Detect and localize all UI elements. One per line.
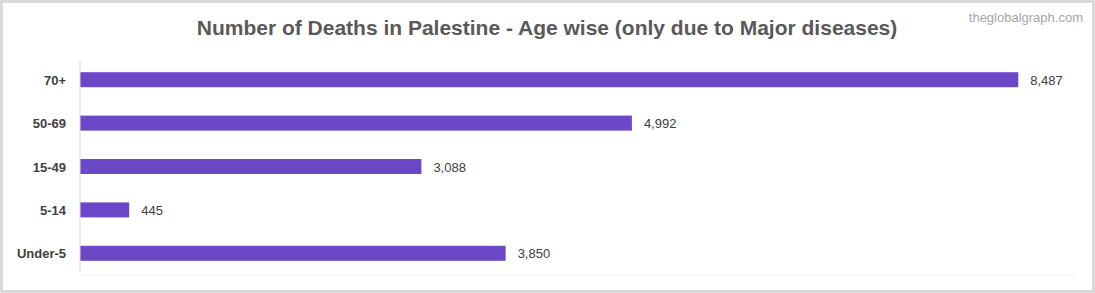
y-axis-line bbox=[80, 61, 81, 272]
data-label: 3,088 bbox=[433, 160, 466, 175]
chart-container: Number of Deaths in Palestine - Age wise… bbox=[0, 0, 1095, 293]
data-label: 445 bbox=[141, 203, 163, 218]
data-label: 4,992 bbox=[644, 116, 677, 131]
category-label: 50-69 bbox=[33, 116, 66, 131]
data-label: 8,487 bbox=[1030, 73, 1063, 88]
bar bbox=[80, 72, 1018, 87]
data-label: 3,850 bbox=[518, 246, 551, 261]
bar bbox=[80, 202, 129, 217]
category-label: 15-49 bbox=[33, 160, 66, 175]
category-label: 5-14 bbox=[40, 203, 67, 218]
category-label: Under-5 bbox=[17, 246, 66, 261]
bar bbox=[80, 116, 632, 131]
x-range-line bbox=[80, 275, 1075, 276]
watermark: theglobalgraph.com bbox=[969, 10, 1083, 25]
category-label: 70+ bbox=[44, 73, 66, 88]
chart-svg: Number of Deaths in Palestine - Age wise… bbox=[0, 0, 1095, 293]
bar bbox=[80, 159, 421, 174]
title: Number of Deaths in Palestine - Age wise… bbox=[197, 16, 898, 39]
bars bbox=[80, 72, 1018, 261]
bar bbox=[80, 246, 506, 261]
frame bbox=[2, 2, 1094, 292]
